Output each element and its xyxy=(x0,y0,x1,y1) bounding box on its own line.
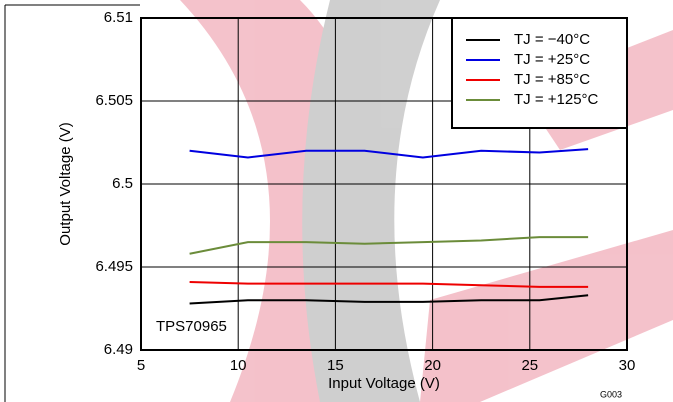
x-tick-label: 15 xyxy=(327,357,344,374)
y-tick-label: 6.51 xyxy=(104,9,133,26)
legend-label: TJ = +125°C xyxy=(514,91,599,108)
x-tick-label: 5 xyxy=(137,357,145,374)
legend-box xyxy=(451,17,628,129)
series-line xyxy=(189,280,589,288)
x-tick-label: 20 xyxy=(424,357,441,374)
plot-frame xyxy=(140,17,628,351)
legend-label: TJ = +85°C xyxy=(514,71,590,88)
y-tick-label: 6.49 xyxy=(104,341,133,358)
series-line xyxy=(189,236,589,255)
y-axis-label: Output Voltage (V) xyxy=(57,122,74,245)
annotation: TPS70965 xyxy=(156,318,227,335)
y-tick-label: 6.495 xyxy=(95,258,133,275)
x-tick-label: 30 xyxy=(619,357,636,374)
legend-label: TJ = +25°C xyxy=(514,51,590,68)
legend-label: TJ = −40°C xyxy=(514,31,590,48)
x-tick-label: 25 xyxy=(521,357,538,374)
y-tick-label: 6.505 xyxy=(95,92,133,109)
series-line xyxy=(189,294,589,305)
x-axis-label: Input Voltage (V) xyxy=(328,375,440,392)
y-tick-label: 6.5 xyxy=(112,175,133,192)
figure-id: G003 xyxy=(600,389,622,399)
x-tick-label: 10 xyxy=(230,357,247,374)
series-line xyxy=(189,148,589,159)
